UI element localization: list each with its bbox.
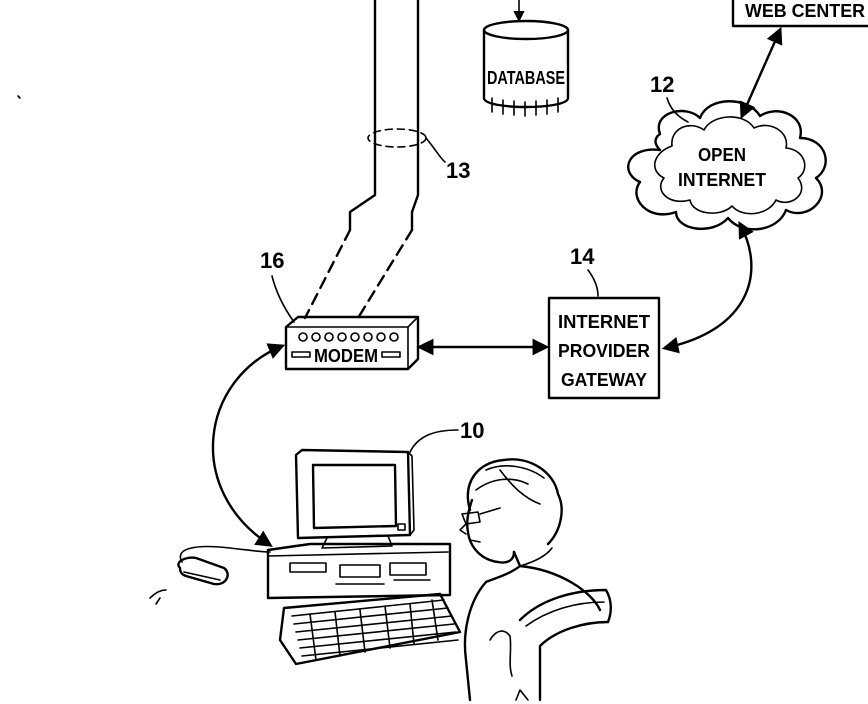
cloud-label-open: OPEN [698,145,746,165]
leader-14 [587,269,599,297]
ref-14: 14 [570,244,595,269]
person [459,458,612,702]
leader-12 [666,97,689,123]
leader-10 [409,429,459,453]
web-center-box: WEB CENTER [731,0,868,28]
ref-12: 12 [650,72,674,97]
cloud-label-internet: INTERNET [678,170,766,190]
mouse [177,545,271,586]
gateway-line-3: GATEWAY [561,370,647,390]
gateway-box: INTERNET PROVIDER GATEWAY [547,296,661,400]
web-center-label: WEB CENTER [745,1,865,21]
database-label: DATABASE [487,68,565,88]
leader-16 [271,275,295,323]
modem-label: MODEM [314,346,378,366]
margin-tick [17,95,21,99]
ref-13: 13 [446,158,470,183]
gateway-line-2: PROVIDER [558,341,650,361]
gateway-line-1: INTERNET [558,312,650,332]
ref-16: 16 [260,248,284,273]
arrow-web-center-internet [739,26,783,120]
database-cylinder: DATABASE [482,0,570,117]
arrow-modem-computer [211,343,286,547]
computer [266,448,462,666]
desk-edge [149,589,167,605]
ref-10: 10 [460,418,484,443]
open-internet-cloud: OPEN INTERNET [627,100,827,231]
arrow-internet-gateway [661,221,754,354]
modem-box: MODEM [284,315,420,371]
cable-13 [303,0,446,320]
